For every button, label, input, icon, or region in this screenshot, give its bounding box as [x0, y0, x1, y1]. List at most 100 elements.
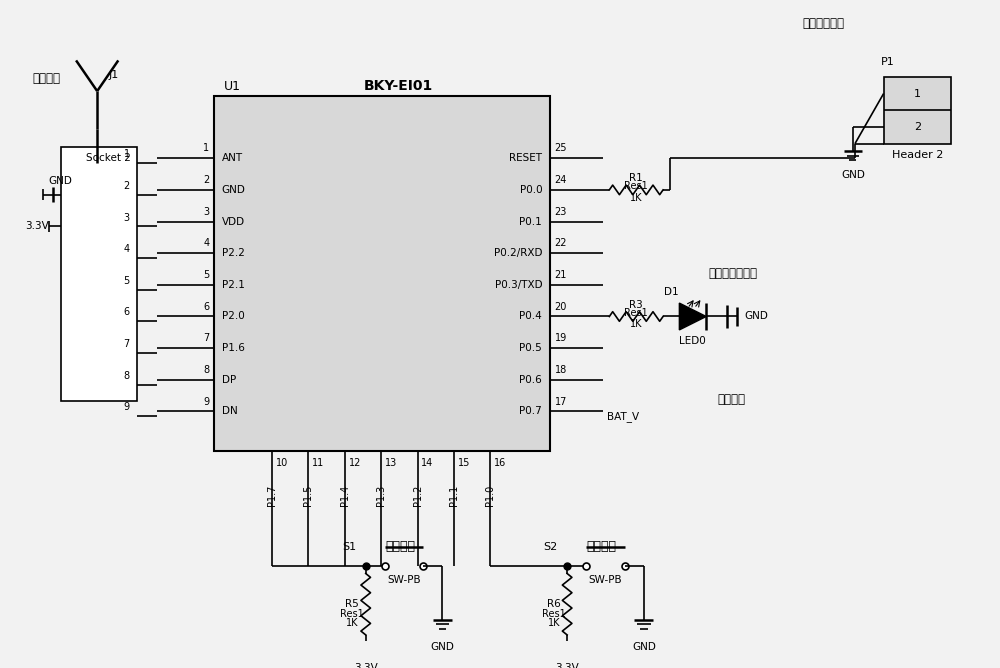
Text: Res1: Res1 [624, 308, 648, 318]
Text: Socket 2: Socket 2 [86, 153, 131, 163]
Text: GND: GND [222, 185, 246, 195]
Text: 3: 3 [203, 207, 209, 216]
Text: 2: 2 [914, 122, 921, 132]
Text: 24: 24 [555, 175, 567, 185]
Text: P1.4: P1.4 [340, 484, 350, 506]
Text: 车锁状态: 车锁状态 [586, 540, 616, 553]
Text: P0.2/RXD: P0.2/RXD [494, 248, 542, 259]
Text: GND: GND [431, 643, 454, 653]
Text: 7: 7 [124, 339, 130, 349]
Text: P0.6: P0.6 [519, 375, 542, 385]
Text: VDD: VDD [222, 216, 245, 226]
Text: 低功率电磁阀: 低功率电磁阀 [802, 17, 844, 31]
Text: GND: GND [49, 176, 73, 186]
Text: 1K: 1K [630, 192, 642, 202]
Text: Res1: Res1 [340, 609, 364, 619]
Text: 15: 15 [458, 458, 470, 468]
Text: P0.1: P0.1 [519, 216, 542, 226]
Text: P1.7: P1.7 [267, 484, 277, 506]
Text: P1: P1 [881, 57, 895, 67]
Text: P2.2: P2.2 [222, 248, 245, 259]
Bar [884, 77, 951, 144]
Text: R1: R1 [629, 174, 643, 184]
Text: Res1: Res1 [542, 609, 566, 619]
Text: 6: 6 [203, 302, 209, 312]
Text: 1: 1 [124, 149, 130, 159]
Text: 3.3V: 3.3V [354, 663, 378, 668]
Text: P1.0: P1.0 [485, 484, 495, 506]
Text: 8: 8 [124, 371, 130, 381]
Text: 20: 20 [555, 302, 567, 312]
Text: U1: U1 [224, 79, 241, 93]
Text: S2: S2 [543, 542, 557, 552]
Text: P1.5: P1.5 [303, 484, 313, 506]
Text: BAT_V: BAT_V [607, 411, 640, 422]
Text: 22: 22 [555, 238, 567, 248]
Text: J1: J1 [109, 70, 119, 79]
Text: 2: 2 [203, 175, 209, 185]
Text: P0.4: P0.4 [519, 311, 542, 321]
Text: 1: 1 [203, 144, 209, 154]
Text: 25: 25 [555, 144, 567, 154]
Text: 7: 7 [203, 333, 209, 343]
Text: Res1: Res1 [624, 181, 648, 191]
Text: 9: 9 [203, 397, 209, 407]
Text: 1: 1 [914, 89, 921, 98]
Text: 5: 5 [124, 276, 130, 286]
Text: 18: 18 [555, 365, 567, 375]
Text: 1K: 1K [630, 319, 642, 329]
Text: ANT: ANT [222, 153, 243, 163]
Text: P0.3/TXD: P0.3/TXD [495, 280, 542, 290]
Text: P1.2: P1.2 [413, 484, 423, 506]
Text: 1K: 1K [547, 619, 560, 629]
Text: 14: 14 [421, 458, 434, 468]
Text: 1K: 1K [346, 619, 359, 629]
Text: 电压监测: 电压监测 [718, 393, 746, 406]
Text: 16: 16 [494, 458, 506, 468]
Bar [214, 96, 550, 451]
Text: P0.0: P0.0 [520, 185, 542, 195]
Text: P0.5: P0.5 [519, 343, 542, 353]
Text: P1.1: P1.1 [449, 484, 459, 506]
Text: D1: D1 [664, 287, 679, 297]
Text: 17: 17 [555, 397, 567, 407]
Text: DN: DN [222, 406, 238, 416]
Text: 21: 21 [555, 270, 567, 280]
Text: 4: 4 [203, 238, 209, 248]
Text: Header 2: Header 2 [892, 150, 943, 160]
Text: SW-PB: SW-PB [589, 575, 622, 585]
Text: 19: 19 [555, 333, 567, 343]
Text: 蓝牙唤醒: 蓝牙唤醒 [385, 540, 415, 553]
Text: 23: 23 [555, 207, 567, 216]
Text: BKY-EI01: BKY-EI01 [364, 79, 433, 94]
Text: 11: 11 [312, 458, 324, 468]
Text: P1.6: P1.6 [222, 343, 245, 353]
Text: GND: GND [745, 311, 768, 321]
Text: 5: 5 [203, 270, 209, 280]
Text: 12: 12 [348, 458, 361, 468]
Text: 3.3V: 3.3V [25, 221, 49, 231]
Text: 蓝牙天线: 蓝牙天线 [32, 72, 60, 85]
Text: R3: R3 [629, 300, 643, 310]
Text: R6: R6 [547, 599, 561, 609]
Text: 3.3V: 3.3V [555, 663, 579, 668]
Text: 3: 3 [124, 212, 130, 222]
Bar [61, 147, 137, 401]
Polygon shape [679, 303, 706, 330]
Text: 蓝牙工作指示灯: 蓝牙工作指示灯 [708, 267, 757, 280]
Text: 9: 9 [124, 402, 130, 412]
Text: GND: GND [632, 643, 656, 653]
Text: 4: 4 [124, 244, 130, 254]
Text: S1: S1 [342, 542, 356, 552]
Text: 8: 8 [203, 365, 209, 375]
Text: P0.7: P0.7 [519, 406, 542, 416]
Text: P2.0: P2.0 [222, 311, 245, 321]
Text: RESET: RESET [509, 153, 542, 163]
Text: 10: 10 [276, 458, 288, 468]
Text: 2: 2 [124, 181, 130, 191]
Text: DP: DP [222, 375, 236, 385]
Text: SW-PB: SW-PB [387, 575, 421, 585]
Text: R5: R5 [345, 599, 359, 609]
Text: LED0: LED0 [679, 337, 706, 347]
Text: P1.3: P1.3 [376, 484, 386, 506]
